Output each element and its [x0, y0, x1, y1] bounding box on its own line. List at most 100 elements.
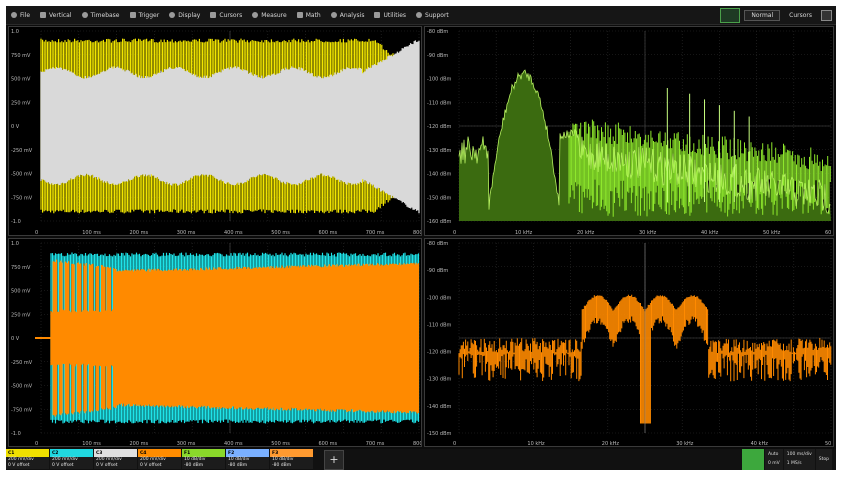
- y-tick-label: -90 dBm: [427, 53, 448, 59]
- channel-name: C3: [94, 449, 137, 457]
- trigger-indicator: [741, 449, 764, 470]
- y-tick-label: -140 dBm: [427, 404, 452, 410]
- trigger-descriptor[interactable]: Auto 0 mV 100 ms/div 1 MS/s Stop: [741, 449, 832, 470]
- menu-label: Trigger: [138, 11, 160, 19]
- x-tick-label: 40 kHz: [751, 441, 769, 447]
- y-tick-label: -80 dBm: [427, 29, 448, 35]
- channel-name: F2: [226, 449, 269, 457]
- channel-descriptor-c2[interactable]: C2 200 mV/div 0 V offset: [50, 449, 93, 470]
- measure-icon: [252, 12, 259, 18]
- x-tick-label: 400 ms: [224, 230, 243, 236]
- y-tick-label: -250 mV: [11, 148, 33, 154]
- menu-file[interactable]: File: [6, 6, 35, 24]
- y-tick-label: 0 V: [11, 124, 20, 130]
- menu-label: Timebase: [90, 11, 120, 19]
- channel-scale: 200 mV/div: [138, 457, 181, 463]
- channel-name: C4: [138, 449, 181, 457]
- y-tick-label: -750 mV: [11, 407, 33, 413]
- y-tick-label: 500 mV: [11, 77, 31, 83]
- channel-descriptor-f1[interactable]: F1 10 dB/div -80 dBm: [182, 449, 225, 470]
- x-tick-label: 50 kHz: [763, 230, 781, 236]
- y-tick-label: -120 dBm: [427, 350, 452, 356]
- y-tick-label: 1.0: [11, 29, 19, 35]
- trace-gray: [40, 40, 420, 214]
- x-tick-label: 30 kHz: [639, 230, 657, 236]
- status-bar: C1 200 mV/div 0 V offset C2 200 mV/div 0 V of…: [6, 449, 836, 470]
- x-tick-label: 20 kHz: [577, 230, 595, 236]
- x-tick-label: 500 ms: [271, 230, 290, 236]
- channel-offset: -80 dBm: [182, 463, 225, 469]
- channel-descriptor-f2[interactable]: F2 10 dB/div -80 dBm: [226, 449, 269, 470]
- x-tick-label: 400 ms: [224, 441, 243, 447]
- window-icon[interactable]: [821, 9, 832, 21]
- vertical-icon: [40, 12, 47, 18]
- file-icon: [11, 12, 17, 18]
- channel-scale: 10 dB/div: [226, 457, 269, 463]
- x-tick-label: 300 ms: [177, 441, 196, 447]
- channel-scale: 10 dB/div: [270, 457, 313, 463]
- trigger-icon: [129, 12, 136, 18]
- panel-bottom-left[interactable]: 1.0 750 mV 500 mV 250 mV 0 V -250 mV -500 mV -7…: [8, 238, 422, 447]
- cursors-shortcut[interactable]: Cursors: [789, 11, 812, 19]
- menu-analysis[interactable]: Analysis: [326, 6, 370, 24]
- timebase-block: 100 ms/div 1 MS/s: [783, 449, 815, 470]
- x-tick-label: 0: [35, 441, 38, 447]
- y-tick-label: -100 dBm: [427, 295, 452, 301]
- waveform-cyan-orange: 1.0 750 mV 500 mV 250 mV 0 V -250 mV -500 mV -7…: [11, 241, 421, 447]
- y-tick-label: -80 dBm: [427, 241, 448, 247]
- y-tick-label: 0 V: [11, 336, 20, 342]
- trigger-mode-block: Auto 0 mV: [764, 449, 783, 470]
- screen-thumbnail-icon[interactable]: [720, 7, 741, 23]
- acq-state-block: Stop: [815, 449, 832, 470]
- spectrum-green-fill: [459, 70, 831, 221]
- spectrum-green: -80 dBm -90 dBm -100 dBm -110 dBm -120 dBm -1…: [427, 29, 833, 236]
- panel-top-left[interactable]: 1.0 750 mV 500 mV 250 mV 0 V -250 mV -500 mV -7…: [8, 26, 422, 236]
- x-tick-label: 100 ms: [82, 230, 101, 236]
- sample-rate: 1 MS/s: [786, 461, 802, 467]
- channel-name: F3: [270, 449, 313, 457]
- menu-vertical[interactable]: Vertical: [35, 6, 76, 24]
- add-trace-button[interactable]: +: [324, 450, 344, 470]
- trigger-mode: Auto: [767, 451, 779, 457]
- menu-label: File: [20, 11, 31, 19]
- menu-measure[interactable]: Measure: [247, 6, 292, 24]
- channel-descriptor-c1[interactable]: C1 200 mV/div 0 V offset: [6, 449, 49, 470]
- menu-support[interactable]: Support: [411, 6, 454, 24]
- channel-descriptor-c3[interactable]: C3 200 mV/div 0 V offset: [94, 449, 137, 470]
- scope-window: File Vertical Timebase Trigger Display Cursor…: [6, 6, 836, 470]
- y-tick-label: -1.0: [11, 219, 21, 225]
- analysis-icon: [330, 12, 337, 18]
- x-tick-label: 600 ms: [319, 230, 338, 236]
- cursors-icon: [210, 12, 217, 18]
- menu-display[interactable]: Display: [164, 6, 205, 24]
- menu-trigger[interactable]: Trigger: [125, 6, 165, 24]
- spectrum-orange: [458, 294, 832, 424]
- y-tick-label: -90 dBm: [427, 268, 448, 274]
- channel-offset: 0 V offset: [6, 463, 49, 469]
- y-tick-label: 250 mV: [11, 100, 31, 106]
- channel-offset: 0 V offset: [94, 463, 137, 469]
- menu-label: Utilities: [383, 11, 407, 19]
- menu-timebase[interactable]: Timebase: [77, 6, 125, 24]
- y-tick-label: 750 mV: [11, 265, 31, 271]
- display-icon: [169, 12, 176, 18]
- x-tick-label: 30 kHz: [676, 441, 694, 447]
- x-tick-label: 0: [453, 230, 456, 236]
- mode-dropdown[interactable]: Normal: [744, 9, 781, 21]
- y-tick-label: -130 dBm: [427, 377, 452, 383]
- menu-math[interactable]: Math: [292, 6, 326, 24]
- menu-cursors[interactable]: Cursors: [205, 6, 247, 24]
- trigger-level: 0 mV: [767, 461, 780, 467]
- y-tick-label: -100 dBm: [427, 77, 452, 83]
- math-icon: [296, 12, 303, 18]
- panel-bottom-right[interactable]: -80 dBm -90 dBm -100 dBm -110 dBm -120 dBm -1…: [424, 238, 834, 447]
- channel-offset: 0 V offset: [138, 463, 181, 469]
- channel-descriptor-c4[interactable]: C4 200 mV/div 0 V offset: [138, 449, 181, 470]
- channel-descriptor-f3[interactable]: F3 10 dB/div -80 dBm: [270, 449, 313, 470]
- channel-scale: 10 dB/div: [182, 457, 225, 463]
- panel-top-right[interactable]: -80 dBm -90 dBm -100 dBm -110 dBm -120 dBm -1…: [424, 26, 834, 236]
- menu-utilities[interactable]: Utilities: [369, 6, 411, 24]
- y-tick-label: 500 mV: [11, 289, 31, 295]
- y-tick-label: -250 mV: [11, 360, 33, 366]
- acq-state: Stop: [818, 456, 829, 462]
